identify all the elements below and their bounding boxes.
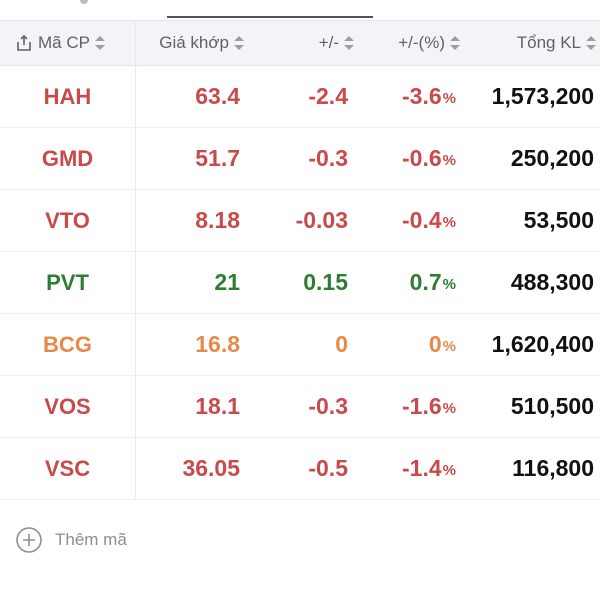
table-header: Mã CP Giá khớp +/- +/-(%) Tổng KL xyxy=(0,20,600,66)
percent-unit: % xyxy=(442,152,456,169)
price-cell: 8.18 xyxy=(195,207,240,233)
column-header-change-percent[interactable]: +/-(%) xyxy=(356,21,460,65)
change-cell: -2.4 xyxy=(308,83,348,109)
percent-unit: % xyxy=(442,462,456,479)
tab-strip xyxy=(0,0,600,20)
sort-icon[interactable] xyxy=(234,36,244,50)
column-header-label: +/- xyxy=(318,33,339,52)
table-row[interactable]: HAH 63.4 -2.4 -3.6% 1,573,200 xyxy=(0,66,600,128)
percent-value: 0 xyxy=(428,331,442,357)
volume-cell: 116,800 xyxy=(512,455,594,481)
price-cell: 36.05 xyxy=(182,455,240,481)
volume-cell: 53,500 xyxy=(523,207,594,233)
watchlist-table-body: HAH 63.4 -2.4 -3.6% 1,573,200 GMD 51.7 -… xyxy=(0,66,600,500)
column-divider xyxy=(135,20,136,498)
volume-cell: 1,573,200 xyxy=(491,83,594,109)
price-cell: 63.4 xyxy=(195,83,240,109)
sort-icon[interactable] xyxy=(586,36,596,50)
volume-cell: 488,300 xyxy=(510,269,594,295)
percent-unit: % xyxy=(442,338,456,355)
table-row[interactable]: VTO 8.18 -0.03 -0.4% 53,500 xyxy=(0,190,600,252)
column-header-change[interactable]: +/- xyxy=(246,21,354,65)
add-symbol-label: Thêm mã xyxy=(55,530,127,549)
percent-value: -1.6 xyxy=(402,393,442,419)
column-header-label: Mã CP xyxy=(38,33,90,52)
percent-value: -0.6 xyxy=(402,145,442,171)
change-percent-cell: -0.6% xyxy=(356,128,456,189)
table-row[interactable]: VOS 18.1 -0.3 -1.6% 510,500 xyxy=(0,376,600,438)
change-percent-cell: -3.6% xyxy=(356,66,456,127)
change-cell: 0 xyxy=(335,331,348,357)
price-cell: 16.8 xyxy=(195,331,240,357)
column-header-label: +/-(%) xyxy=(398,33,445,52)
column-header-total-volume[interactable]: Tổng KL xyxy=(462,21,596,65)
change-percent-cell: -1.4% xyxy=(356,438,456,499)
percent-value: -1.4 xyxy=(402,455,442,481)
volume-cell: 1,620,400 xyxy=(491,331,594,357)
percent-unit: % xyxy=(442,400,456,417)
percent-value: 0.7 xyxy=(409,269,442,295)
table-row[interactable]: GMD 51.7 -0.3 -0.6% 250,200 xyxy=(0,128,600,190)
change-cell: -0.5 xyxy=(308,455,348,481)
add-symbol-button[interactable]: Thêm mã xyxy=(15,523,127,557)
percent-value: -3.6 xyxy=(402,83,442,109)
change-percent-cell: 0.7% xyxy=(356,252,456,313)
percent-unit: % xyxy=(442,90,456,107)
percent-value: -0.4 xyxy=(402,207,442,233)
price-cell: 51.7 xyxy=(195,145,240,171)
volume-cell: 510,500 xyxy=(510,393,594,419)
column-header-price[interactable]: Giá khớp xyxy=(136,21,244,65)
share-icon[interactable] xyxy=(16,34,32,52)
change-cell: -0.3 xyxy=(308,393,348,419)
sort-icon[interactable] xyxy=(450,36,460,50)
table-row[interactable]: PVT 21 0.15 0.7% 488,300 xyxy=(0,252,600,314)
symbol-cell[interactable]: BCG xyxy=(43,331,92,357)
change-percent-cell: -0.4% xyxy=(356,190,456,251)
table-row[interactable]: VSC 36.05 -0.5 -1.4% 116,800 xyxy=(0,438,600,500)
tab-fragment xyxy=(80,0,88,4)
symbol-cell[interactable]: PVT xyxy=(46,269,89,295)
column-header-symbol[interactable]: Mã CP xyxy=(16,21,134,65)
column-header-label: Tổng KL xyxy=(516,33,581,52)
change-cell: -0.3 xyxy=(308,145,348,171)
symbol-cell[interactable]: VTO xyxy=(45,207,90,233)
change-cell: -0.03 xyxy=(295,207,348,233)
sort-icon[interactable] xyxy=(344,36,354,50)
change-cell: 0.15 xyxy=(303,269,348,295)
symbol-cell[interactable]: VOS xyxy=(44,393,91,419)
percent-unit: % xyxy=(442,214,456,231)
plus-circle-icon xyxy=(15,526,43,554)
price-cell: 21 xyxy=(214,269,240,295)
percent-unit: % xyxy=(442,276,456,293)
change-percent-cell: -1.6% xyxy=(356,376,456,437)
column-header-label: Giá khớp xyxy=(159,33,229,52)
symbol-cell[interactable]: HAH xyxy=(43,83,92,109)
symbol-cell[interactable]: VSC xyxy=(44,455,91,481)
sort-icon[interactable] xyxy=(94,36,105,50)
change-percent-cell: 0% xyxy=(356,314,456,375)
price-cell: 18.1 xyxy=(195,393,240,419)
table-row[interactable]: BCG 16.8 0 0% 1,620,400 xyxy=(0,314,600,376)
active-tab-indicator xyxy=(167,16,373,18)
symbol-cell[interactable]: GMD xyxy=(41,145,94,171)
volume-cell: 250,200 xyxy=(510,145,594,171)
